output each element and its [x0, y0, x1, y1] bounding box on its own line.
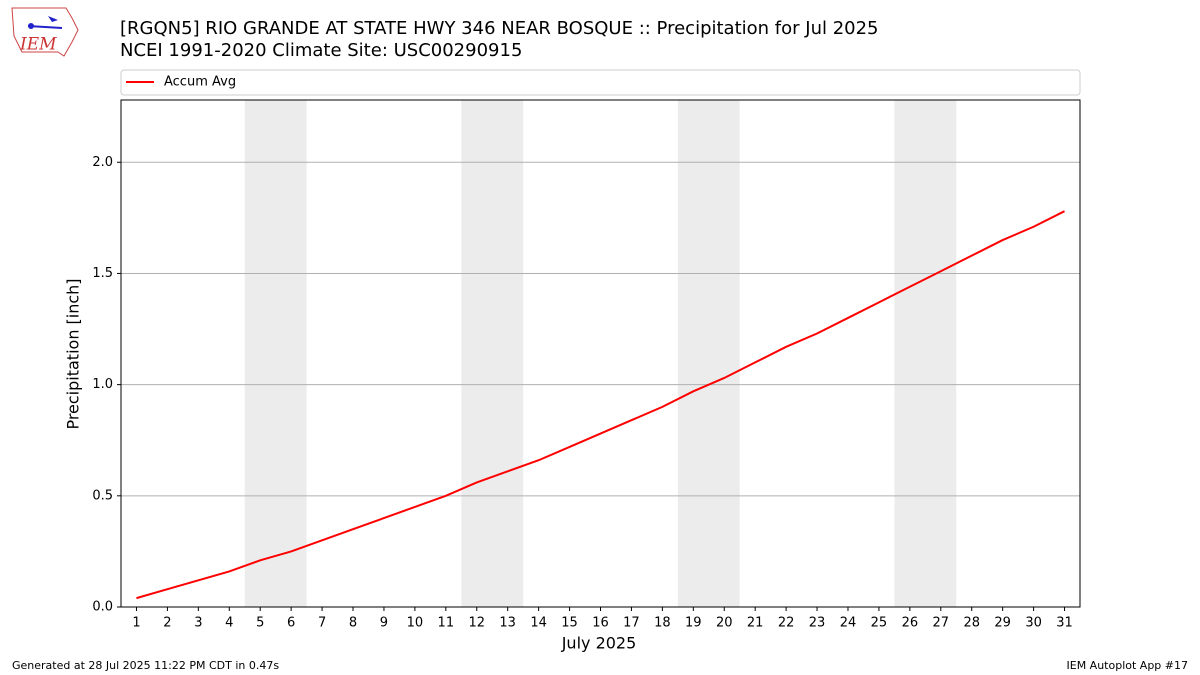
x-tick-label: 3	[194, 616, 202, 631]
x-tick-label: 22	[778, 616, 795, 631]
x-tick-label: 24	[840, 616, 857, 631]
x-tick-label: 29	[994, 616, 1011, 631]
y-tick-label: 0.5	[92, 488, 113, 503]
series-line	[136, 210, 1065, 600]
weekend-shade	[244, 100, 307, 607]
x-tick-label: 31	[1056, 616, 1073, 631]
x-tick-label: 23	[809, 616, 826, 631]
x-tick-label: 5	[256, 616, 264, 631]
chart-subtitle: NCEI 1991-2020 Climate Site: USC00290915	[120, 40, 522, 61]
x-tick-label: 9	[380, 616, 388, 631]
logo: IEM	[11, 7, 79, 57]
x-tick-label: 15	[561, 616, 578, 631]
y-tick-label: 2.0	[92, 155, 113, 170]
x-tick-label: 12	[468, 616, 485, 631]
logo-text: IEM	[19, 35, 57, 55]
weekend-shade	[461, 100, 524, 607]
y-tick-label: 1.5	[92, 266, 113, 281]
x-tick-label: 4	[225, 616, 233, 631]
x-tick-label: 7	[318, 616, 326, 631]
legend-box	[120, 69, 1081, 96]
x-tick-label: 20	[716, 616, 733, 631]
x-tick-label: 28	[963, 616, 980, 631]
x-tick-label: 8	[349, 616, 357, 631]
y-tick-label: 0.0	[92, 600, 113, 615]
x-tick-label: 11	[438, 616, 455, 631]
x-tick-label: 1	[132, 616, 140, 631]
weekend-shade	[677, 100, 740, 607]
weekend-shade	[894, 100, 957, 607]
x-tick-label: 13	[499, 616, 516, 631]
y-tick-label: 1.0	[92, 377, 113, 392]
x-tick-label: 10	[407, 616, 424, 631]
x-tick-label: 19	[685, 616, 702, 631]
x-axis-label: July 2025	[561, 634, 637, 653]
x-tick-label: 30	[1025, 616, 1042, 631]
x-tick-label: 18	[654, 616, 671, 631]
footer-right: IEM Autoplot App #17	[1067, 659, 1189, 672]
x-tick-label: 2	[163, 616, 171, 631]
chart-title: [RGQN5] RIO GRANDE AT STATE HWY 346 NEAR…	[120, 18, 879, 39]
x-tick-label: 17	[623, 616, 640, 631]
y-axis-label: Precipitation [inch]	[64, 278, 83, 429]
footer-left: Generated at 28 Jul 2025 11:22 PM CDT in…	[12, 659, 279, 672]
x-tick-label: 26	[902, 616, 919, 631]
x-tick-label: 14	[530, 616, 547, 631]
x-tick-label: 16	[592, 616, 609, 631]
x-tick-label: 6	[287, 616, 295, 631]
x-tick-label: 27	[933, 616, 950, 631]
x-tick-label: 21	[747, 616, 764, 631]
plot-frame	[120, 99, 1081, 608]
x-tick-label: 25	[871, 616, 888, 631]
legend-label: Accum Avg	[164, 75, 236, 90]
